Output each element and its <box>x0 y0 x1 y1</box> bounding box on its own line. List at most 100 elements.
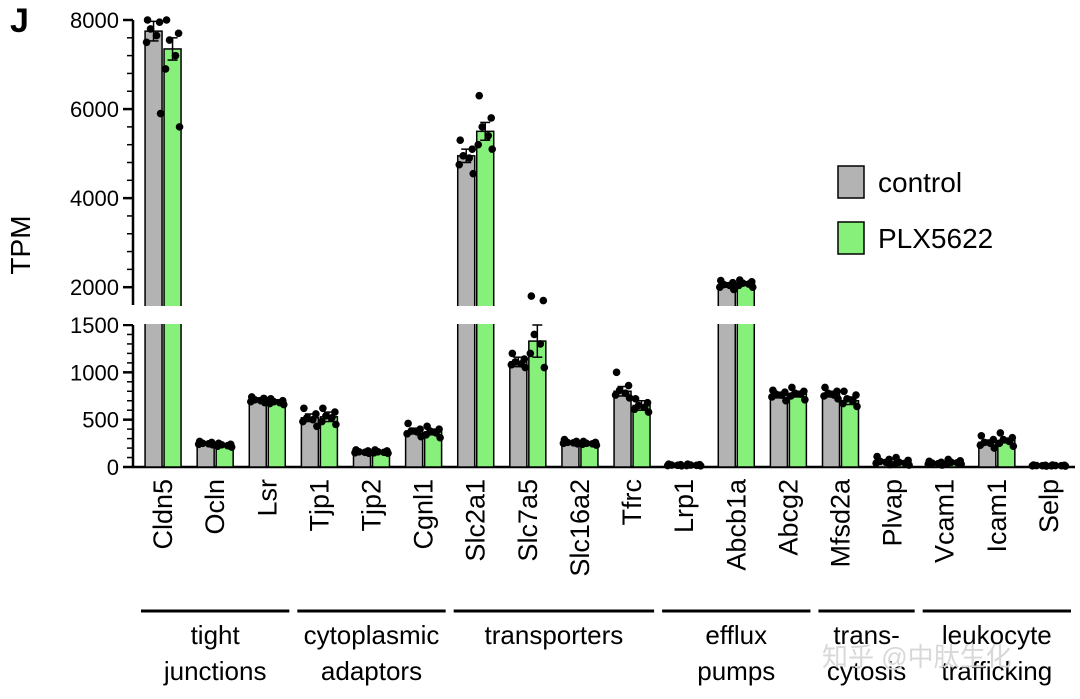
point-plx5622-icam1 <box>1009 442 1018 450</box>
point-plx5622-slc16a2 <box>578 440 587 449</box>
point-plx5622-mfsd2a <box>852 391 860 399</box>
point-control-cldn5 <box>155 18 164 27</box>
point-plx5622-cldn5 <box>165 36 174 44</box>
x-tick-label-tjp2: Tjp2 <box>357 479 387 532</box>
x-tick-label-icam1: Icam1 <box>982 479 1012 553</box>
point-plx5622-lsr <box>265 399 274 408</box>
legend-label-control: control <box>878 167 962 198</box>
bar-control-slc7a5 <box>509 361 528 468</box>
bar-plx5622-lsr <box>267 400 287 468</box>
y-tick-label: 500 <box>82 408 119 433</box>
point-plx5622-ocln <box>227 443 236 451</box>
x-tick-label-slc16a2: Slc16a2 <box>565 479 595 577</box>
group-label-tight: tight <box>191 620 241 650</box>
point-plx5622-slc2a1 <box>488 145 497 153</box>
point-plx5622-tjp2 <box>384 449 392 458</box>
y-tick-label: 0 <box>107 455 119 480</box>
point-plx5622-ocln <box>213 442 222 450</box>
point-plx5622-lrp1 <box>696 462 705 470</box>
points-layer <box>142 16 1070 470</box>
point-control-cgnl1 <box>403 430 411 438</box>
point-control-slc2a1 <box>468 145 477 153</box>
point-plx5622-slc7a5 <box>540 363 549 372</box>
point-plx5622-cldn5 <box>175 123 184 131</box>
point-plx5622-tjp1 <box>331 408 339 416</box>
point-plx5622-selp <box>1047 462 1056 470</box>
point-plx5622-abcb1a <box>734 281 743 290</box>
point-plx5622-slc2a1 <box>475 91 484 100</box>
point-plx5622-abcb1a <box>748 283 757 291</box>
y-tick-label: 6000 <box>70 97 119 122</box>
bar-plx5622-abcg2 <box>788 393 808 468</box>
bar-control-lsr <box>248 399 268 468</box>
y-axis-label: TPM <box>5 215 36 274</box>
group-label-efflux: efflux <box>705 620 767 650</box>
point-plx5622-slc2a1 <box>484 131 493 140</box>
group-label-junctions: junctions <box>163 656 267 686</box>
point-control-slc2a1 <box>469 169 478 178</box>
group-label-adaptors: adaptors <box>321 656 422 686</box>
point-plx5622-lrp1 <box>682 461 691 470</box>
point-control-slc2a1 <box>455 160 464 169</box>
point-plx5622-tjp1 <box>319 404 327 413</box>
point-control-cgnl1 <box>404 419 412 428</box>
x-tick-label-mfsd2a: Mfsd2a <box>826 478 856 568</box>
x-tick-label-tfrc: Tfrc <box>617 479 647 526</box>
y-tick-label: 8000 <box>70 8 119 33</box>
group-label-pumps: pumps <box>697 656 775 686</box>
point-control-icam1 <box>976 441 985 450</box>
point-plx5622-vcam1 <box>943 459 952 468</box>
group-label-leukocyte: leukocyte <box>942 620 1052 650</box>
point-plx5622-abcg2 <box>787 392 795 400</box>
point-control-slc7a5 <box>521 363 530 372</box>
axes: 0 500 1000 1500 2000 4000 6000 8000 <box>70 8 1075 480</box>
point-control-plvap <box>872 459 880 468</box>
x-tick-label-plvap: Plvap <box>878 479 908 547</box>
bar-plx5622-cldn5 <box>163 48 182 468</box>
legend-label-plx5622: PLX5622 <box>878 223 993 254</box>
bar-plx5622-mfsd2a <box>840 399 860 468</box>
point-plx5622-cldn5 <box>171 51 180 60</box>
point-control-icam1 <box>990 444 999 452</box>
legend-swatch-plx5622 <box>837 221 865 255</box>
point-plx5622-plvap <box>891 460 899 468</box>
point-plx5622-tfrc <box>630 405 639 414</box>
x-tick-label-tjp1: Tjp1 <box>304 479 334 532</box>
point-control-tjp1 <box>313 422 321 431</box>
x-tick-label-vcam1: Vcam1 <box>930 479 960 563</box>
point-control-tjp1 <box>309 415 317 424</box>
x-tick-label-abcg2: Abcg2 <box>773 479 803 556</box>
point-control-abcg2 <box>778 391 786 399</box>
point-plx5622-tjp1 <box>318 417 326 426</box>
point-control-cldn5 <box>152 31 161 40</box>
point-plx5622-cldn5 <box>174 29 183 38</box>
point-control-tjp1 <box>312 410 320 418</box>
point-control-slc16a2 <box>559 439 568 448</box>
point-control-slc7a5 <box>507 360 516 369</box>
point-plx5622-mfsd2a <box>853 402 861 411</box>
point-control-mfsd2a <box>821 383 829 392</box>
point-control-lsr <box>246 397 255 406</box>
point-control-ocln <box>194 440 203 449</box>
point-control-slc2a1 <box>459 152 468 160</box>
point-control-tfrc <box>612 368 621 377</box>
point-control-abcg2 <box>768 393 776 401</box>
point-control-tjp1 <box>299 417 307 426</box>
x-tick-label-slc7a5: Slc7a5 <box>513 479 543 562</box>
point-control-cldn5 <box>143 16 152 24</box>
point-control-icam1 <box>977 431 986 440</box>
x-tick-label-slc2a1: Slc2a1 <box>461 479 491 562</box>
point-plx5622-slc7a5 <box>539 296 548 305</box>
point-plx5622-slc7a5 <box>530 330 539 339</box>
group-label-cytoplasmic: cytoplasmic <box>304 620 440 650</box>
point-plx5622-abcg2 <box>797 390 805 398</box>
point-control-cldn5 <box>156 109 165 118</box>
point-control-tfrc <box>624 381 633 390</box>
y-tick-label: 4000 <box>70 186 119 211</box>
group-label-transporters: transporters <box>485 620 624 650</box>
x-tick-label-lrp1: Lrp1 <box>669 479 699 533</box>
point-plx5622-abcg2 <box>801 395 809 404</box>
y-tick-label: 2000 <box>70 275 119 300</box>
bar-break-cldn5 <box>142 306 185 324</box>
